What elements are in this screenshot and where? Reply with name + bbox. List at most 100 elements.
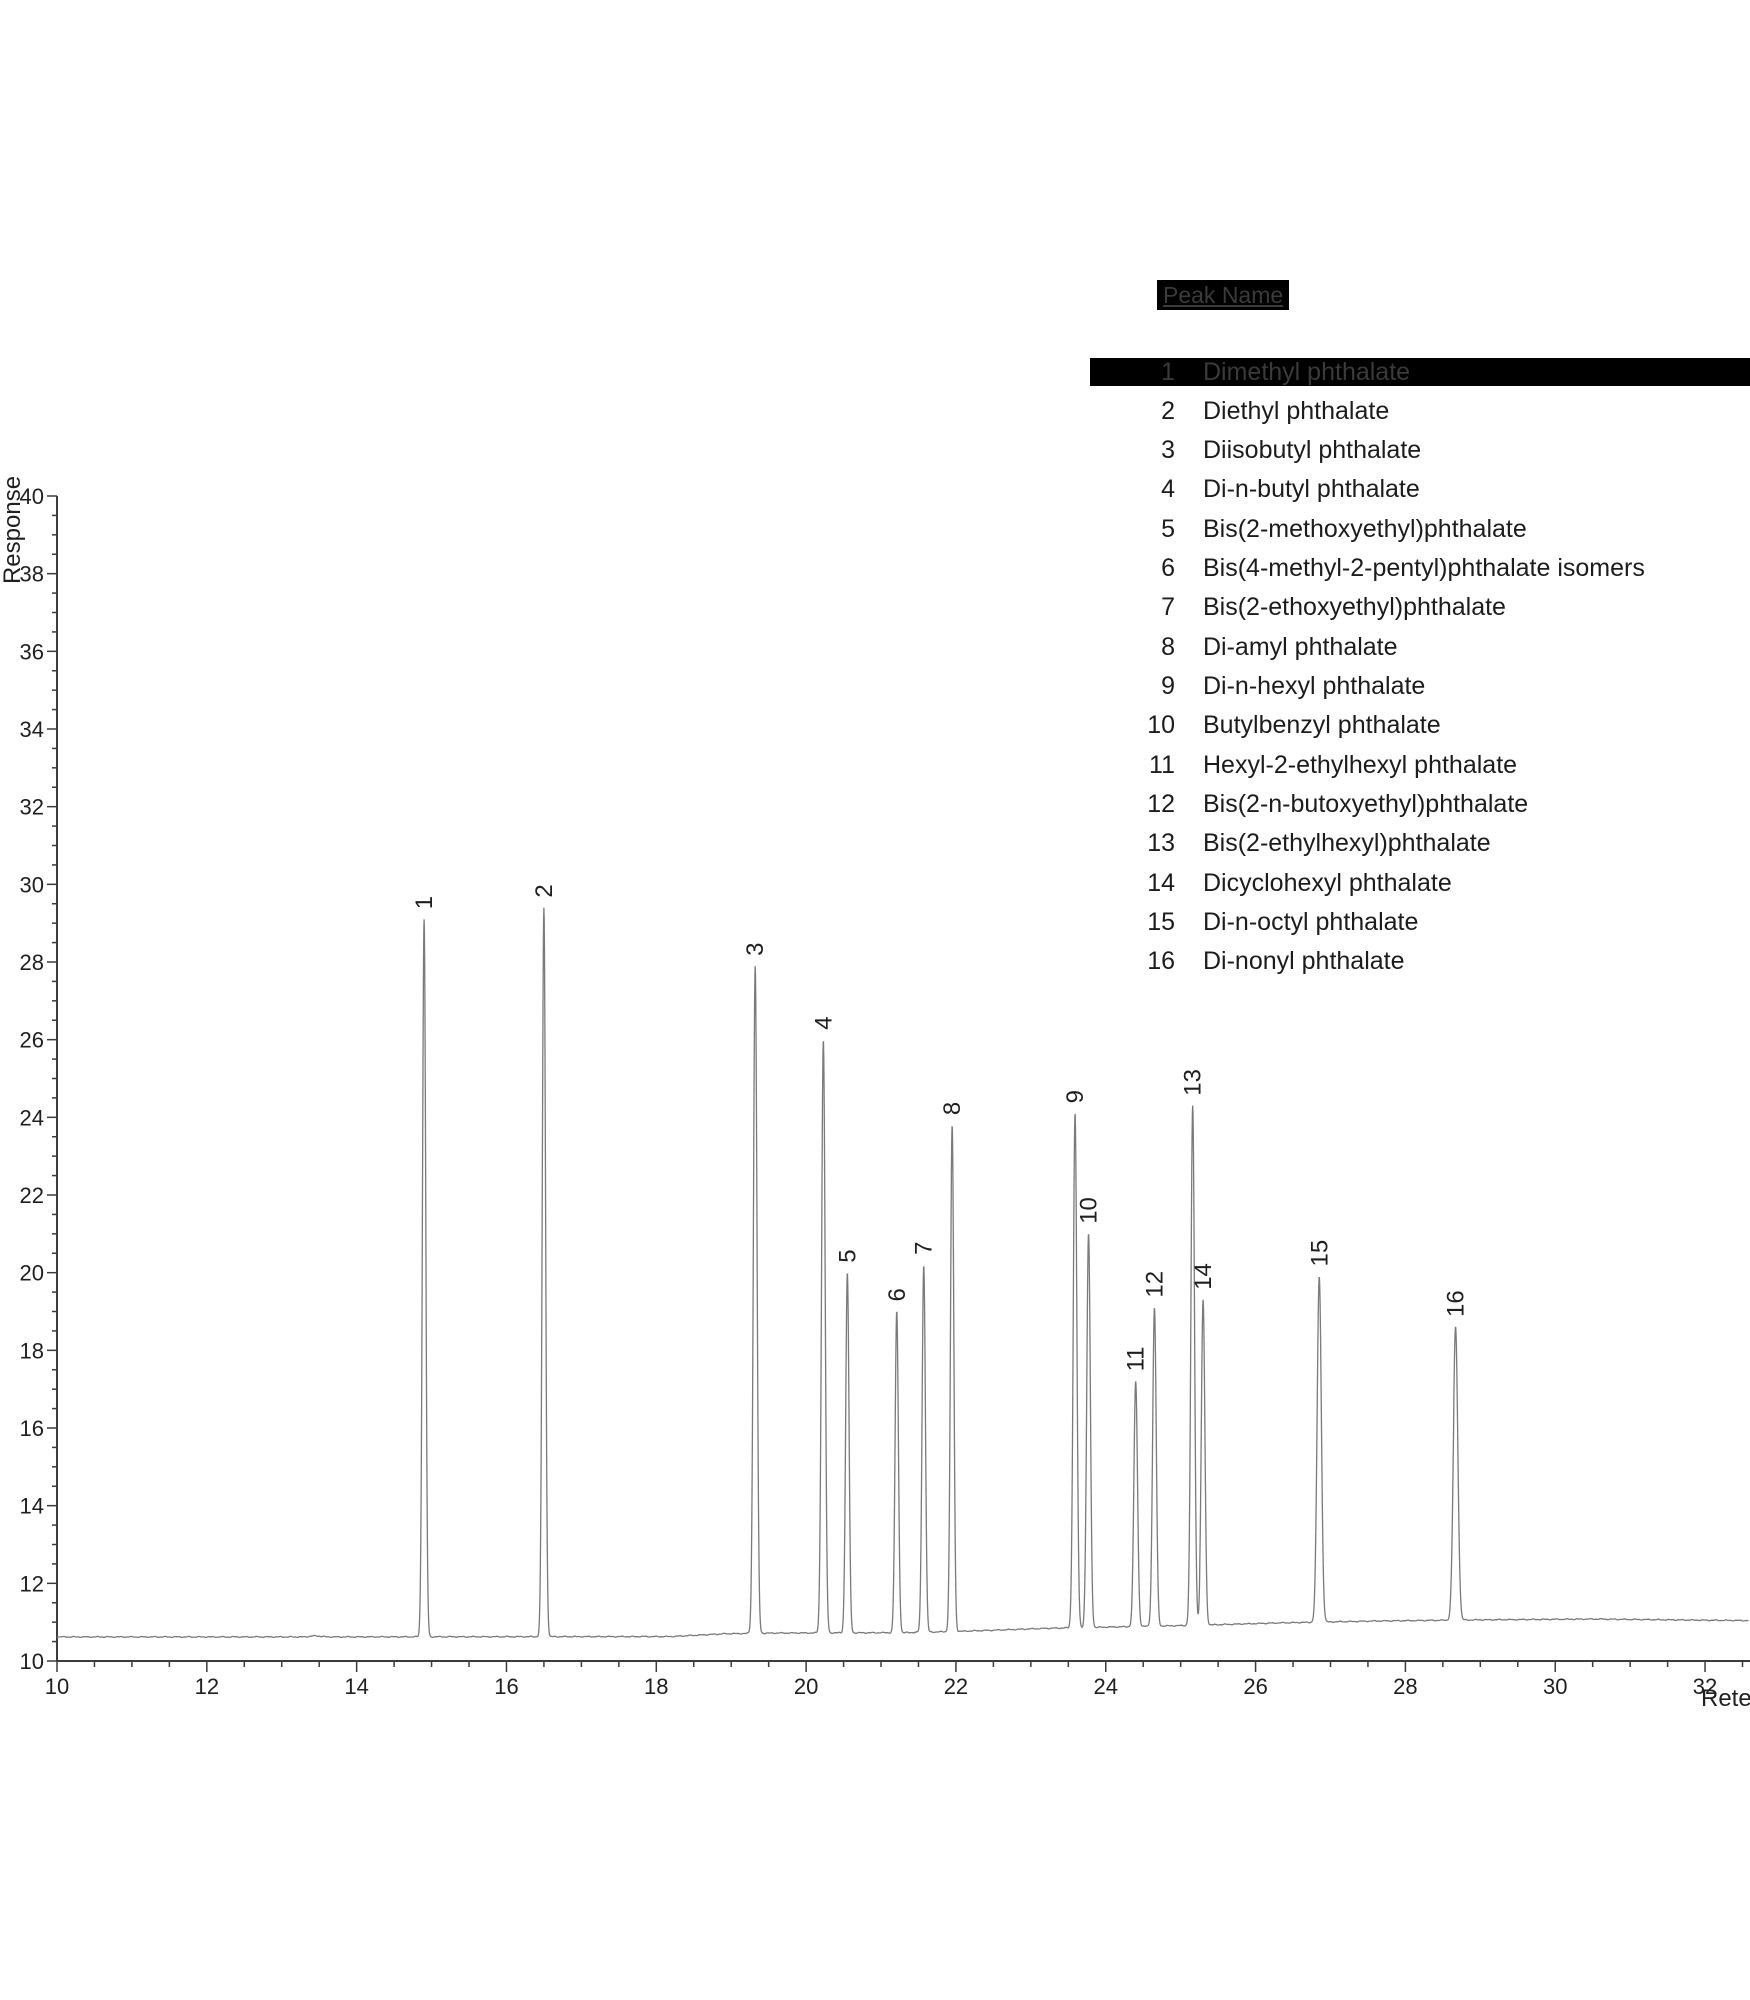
peak-number: 14	[1147, 868, 1175, 897]
x-tick-label: 30	[1543, 1674, 1567, 1699]
legend-row-inner: 16 Di-nonyl phthalate	[1090, 947, 1750, 976]
peak-name: Di-n-butyl phthalate	[1203, 475, 1420, 504]
peak-number: 13	[1147, 829, 1175, 858]
legend-row-15[interactable]: 15 Di-n-octyl phthalate	[1090, 908, 1750, 948]
peak-label-9: 9	[1062, 1090, 1089, 1103]
legend-row-inner: 15 Di-n-octyl phthalate	[1090, 908, 1750, 937]
peak-name: Dimethyl phthalate	[1203, 357, 1411, 386]
peak-name-table: 1 Dimethyl phthalate 2 Diethyl phthalate 3 Di…	[1090, 358, 1750, 987]
legend-row-1[interactable]: 1 Dimethyl phthalate	[1090, 358, 1750, 397]
legend-row-inner: 2 Diethyl phthalate	[1090, 397, 1750, 425]
legend-row-5[interactable]: 5 Bis(2-methoxyethyl)phthalate	[1090, 515, 1750, 554]
peak-name: Bis(2-n-butoxyethyl)phthalate	[1203, 790, 1529, 819]
y-tick-label: 18	[20, 1338, 44, 1363]
y-tick-label: 32	[20, 795, 44, 820]
legend-row-9[interactable]: 9 Di-n-hexyl phthalate	[1090, 672, 1750, 712]
legend-row-6[interactable]: 6 Bis(4-methyl-2-pentyl)phthalate isomers	[1090, 554, 1750, 594]
peak-number: 16	[1147, 947, 1175, 976]
peak-label-1: 1	[411, 896, 438, 909]
peak-label-7: 7	[911, 1242, 938, 1255]
legend-row-inner: 6 Bis(4-methyl-2-pentyl)phthalate isomers	[1090, 554, 1750, 583]
legend-row-inner: 10 Butylbenzyl phthalate	[1090, 711, 1750, 740]
x-tick-label: 12	[195, 1674, 219, 1699]
x-tick-label: 10	[45, 1674, 69, 1699]
peak-number: 6	[1161, 554, 1175, 583]
legend-row-16[interactable]: 16 Di-nonyl phthalate	[1090, 947, 1750, 987]
y-tick-label: 28	[20, 950, 44, 975]
peak-number: 8	[1161, 632, 1175, 661]
legend-row-10[interactable]: 10 Butylbenzyl phthalate	[1090, 711, 1750, 751]
legend-row-inner: 14 Dicyclohexyl phthalate	[1090, 869, 1750, 897]
legend-row-inner: 1 Dimethyl phthalate	[1090, 358, 1750, 386]
peak-name: Butylbenzyl phthalate	[1203, 711, 1441, 740]
legend-row-14[interactable]: 14 Dicyclohexyl phthalate	[1090, 869, 1750, 908]
legend-row-12[interactable]: 12 Bis(2-n-butoxyethyl)phthalate	[1090, 790, 1750, 830]
legend-row-inner: 5 Bis(2-methoxyethyl)phthalate	[1090, 515, 1750, 543]
peak-name: Bis(2-ethoxyethyl)phthalate	[1203, 593, 1506, 622]
peak-number: 4	[1161, 475, 1175, 504]
legend-row-inner: 3 Diisobutyl phthalate	[1090, 436, 1750, 465]
peak-label-2: 2	[531, 884, 558, 897]
x-tick-label: 20	[794, 1674, 818, 1699]
peak-number: 15	[1147, 908, 1175, 937]
peak-name: Bis(2-ethylhexyl)phthalate	[1203, 829, 1491, 858]
y-tick-label: 38	[20, 562, 44, 587]
y-tick-label: 26	[20, 1028, 44, 1053]
peak-label-10: 10	[1076, 1197, 1103, 1224]
y-tick-label: 12	[20, 1571, 44, 1596]
peak-label-14: 14	[1190, 1263, 1217, 1290]
peak-number: 12	[1147, 790, 1175, 819]
peak-name: Dicyclohexyl phthalate	[1203, 868, 1452, 897]
peak-number: 3	[1161, 436, 1175, 465]
y-tick-label: 14	[20, 1494, 44, 1519]
legend-row-4[interactable]: 4 Di-n-butyl phthalate	[1090, 475, 1750, 515]
peak-number: 5	[1161, 514, 1175, 543]
x-tick-label: 32	[1693, 1674, 1717, 1699]
legend-row-13[interactable]: 13 Bis(2-ethylhexyl)phthalate	[1090, 829, 1750, 869]
legend-row-inner: 13 Bis(2-ethylhexyl)phthalate	[1090, 829, 1750, 858]
peak-label-12: 12	[1142, 1271, 1169, 1298]
y-tick-label: 40	[20, 484, 44, 509]
y-axis-title: Response	[0, 476, 26, 584]
legend-row-inner: 12 Bis(2-n-butoxyethyl)phthalate	[1090, 790, 1750, 819]
peak-name: Bis(2-methoxyethyl)phthalate	[1203, 514, 1527, 543]
legend-row-11[interactable]: 11 Hexyl-2-ethylhexyl phthalate	[1090, 751, 1750, 790]
peak-label-4: 4	[810, 1016, 837, 1029]
peak-label-3: 3	[742, 943, 769, 956]
peak-label-11: 11	[1123, 1346, 1150, 1371]
y-tick-label: 16	[20, 1416, 44, 1441]
y-tick-label: 24	[20, 1105, 44, 1130]
x-tick-label: 14	[344, 1674, 368, 1699]
legend-row-inner: 4 Di-n-butyl phthalate	[1090, 475, 1750, 504]
legend-row-3[interactable]: 3 Diisobutyl phthalate	[1090, 436, 1750, 476]
y-tick-label: 30	[20, 872, 44, 897]
y-tick-label: 22	[20, 1183, 44, 1208]
peak-number: 2	[1161, 396, 1175, 425]
peak-label-15: 15	[1306, 1240, 1333, 1267]
peak-label-8: 8	[939, 1102, 966, 1115]
peak-name: Diethyl phthalate	[1203, 396, 1390, 425]
peak-number: 7	[1161, 593, 1175, 622]
peak-number: 1	[1161, 357, 1175, 386]
peak-number: 9	[1161, 672, 1175, 701]
legend-row-2[interactable]: 2 Diethyl phthalate	[1090, 397, 1750, 436]
peak-name: Di-n-hexyl phthalate	[1203, 672, 1426, 701]
y-tick-label: 10	[20, 1649, 44, 1674]
legend-row-inner: 8 Di-amyl phthalate	[1090, 633, 1750, 661]
x-tick-label: 18	[644, 1674, 668, 1699]
chromatogram-trace	[56, 907, 1749, 1639]
peak-label-16: 16	[1443, 1290, 1470, 1317]
x-axis-title: Retention Time	[1701, 1685, 1750, 1712]
peak-label-6: 6	[884, 1288, 911, 1301]
peak-label-13: 13	[1180, 1069, 1207, 1096]
peak-number: 11	[1149, 750, 1175, 779]
legend-row-inner: 11 Hexyl-2-ethylhexyl phthalate	[1090, 751, 1750, 779]
x-tick-label: 22	[944, 1674, 968, 1699]
legend-row-8[interactable]: 8 Di-amyl phthalate	[1090, 633, 1750, 672]
peak-name: Hexyl-2-ethylhexyl phthalate	[1203, 750, 1518, 779]
x-tick-label: 26	[1243, 1674, 1267, 1699]
x-tick-label: 28	[1393, 1674, 1417, 1699]
legend-row-7[interactable]: 7 Bis(2-ethoxyethyl)phthalate	[1090, 593, 1750, 633]
